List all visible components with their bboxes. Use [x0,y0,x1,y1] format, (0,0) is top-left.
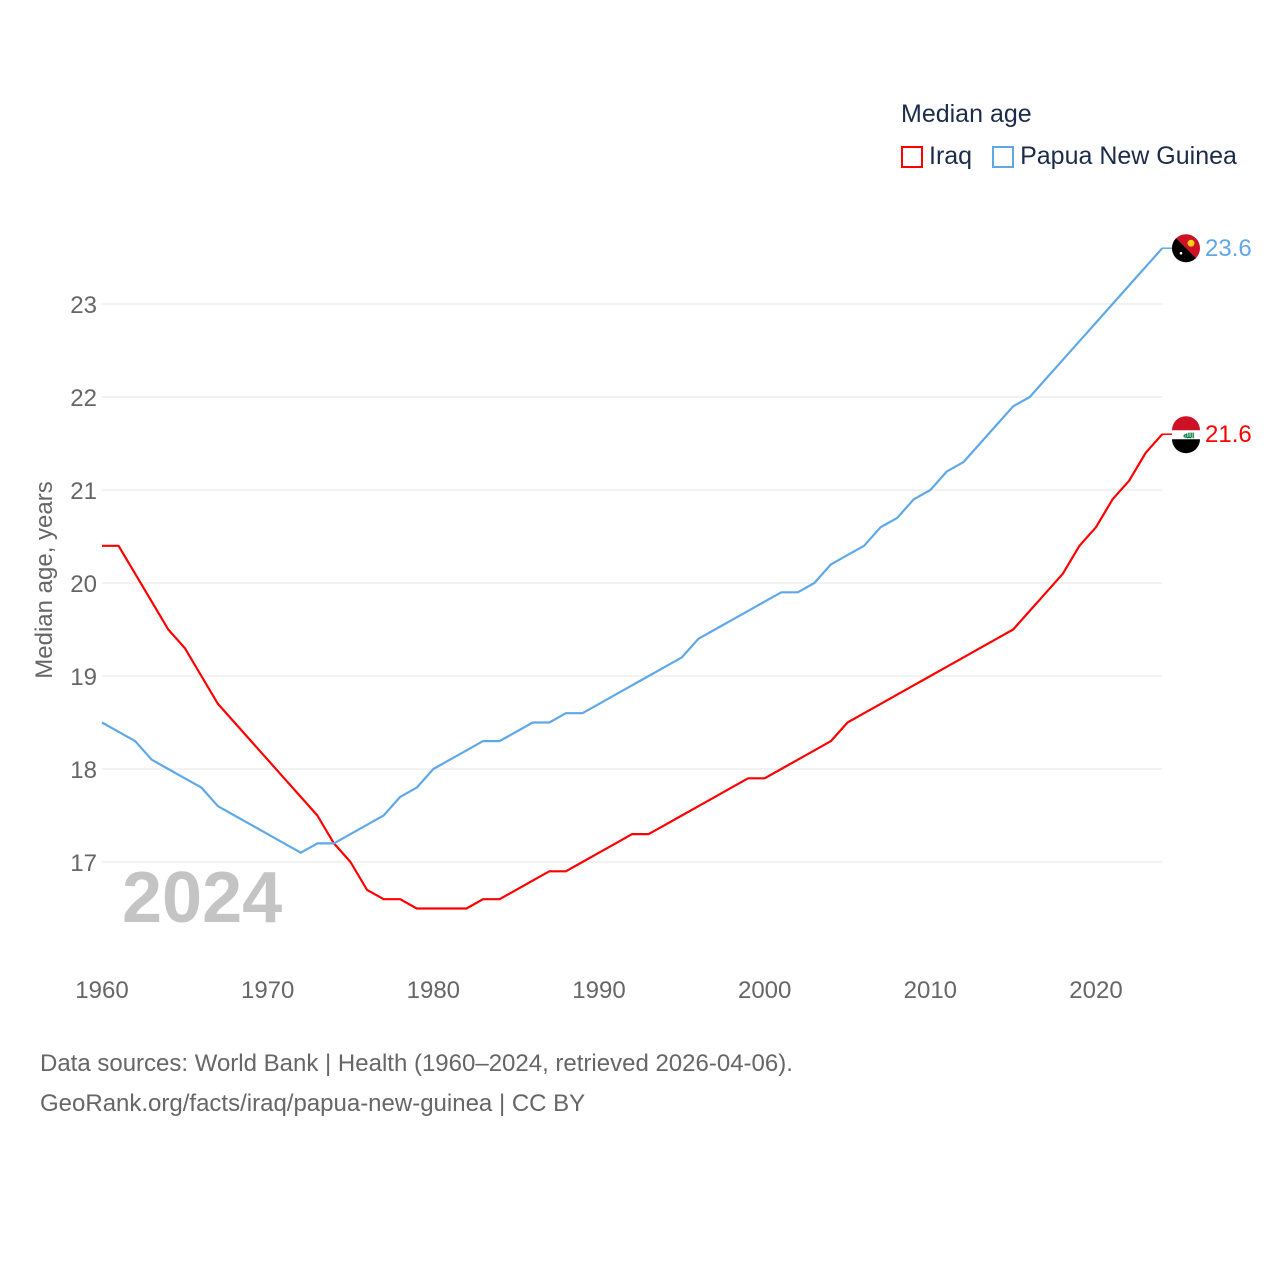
source-text: Data sources: World Bank | Health (1960–… [40,1050,793,1077]
legend: Iraq Papua New Guinea [901,142,1237,171]
y-tick-label: 21 [70,478,97,505]
png-flag-bird [1187,239,1195,247]
x-tick-label: 1980 [407,977,460,1004]
png-flag-star [1179,251,1183,255]
end-value-label: 21.6 [1205,421,1252,448]
iraq-flag-black [1172,439,1200,454]
y-tick-label: 23 [70,292,97,319]
year-label: 2024 [122,858,282,938]
y-tick-label: 22 [70,385,97,412]
footer: Data sources: World Bank | Health (1960–… [40,1044,793,1124]
iraq-flag-red [1172,416,1200,431]
y-tick-label: 17 [70,850,97,877]
y-tick-label: 19 [70,664,97,691]
legend-label-png[interactable]: Papua New Guinea [1020,142,1237,170]
x-tick-label: 2000 [738,977,791,1004]
x-tick-label: 1970 [241,977,294,1004]
x-tick-label: 2020 [1069,977,1122,1004]
legend-swatch-iraq [901,145,923,168]
series-line-iraq [102,433,1164,910]
series-line-png [101,247,1164,854]
end-value-label: 23.6 [1205,235,1252,262]
attribution-link[interactable]: GeoRank.org/facts/iraq/papua-new-guinea … [40,1090,586,1117]
legend-swatch-png [992,145,1015,168]
legend-title: Median age [901,100,1032,128]
y-tick-label: 20 [70,571,97,598]
y-axis-label: Median age, years [31,481,58,678]
legend-label-iraq[interactable]: Iraq [929,142,973,170]
x-tick-label: 1990 [572,977,625,1004]
x-tick-label: 1960 [75,977,128,1004]
y-tick-label: 18 [70,757,97,784]
x-tick-label: 2010 [904,977,957,1004]
png-flag-black [1172,238,1196,263]
